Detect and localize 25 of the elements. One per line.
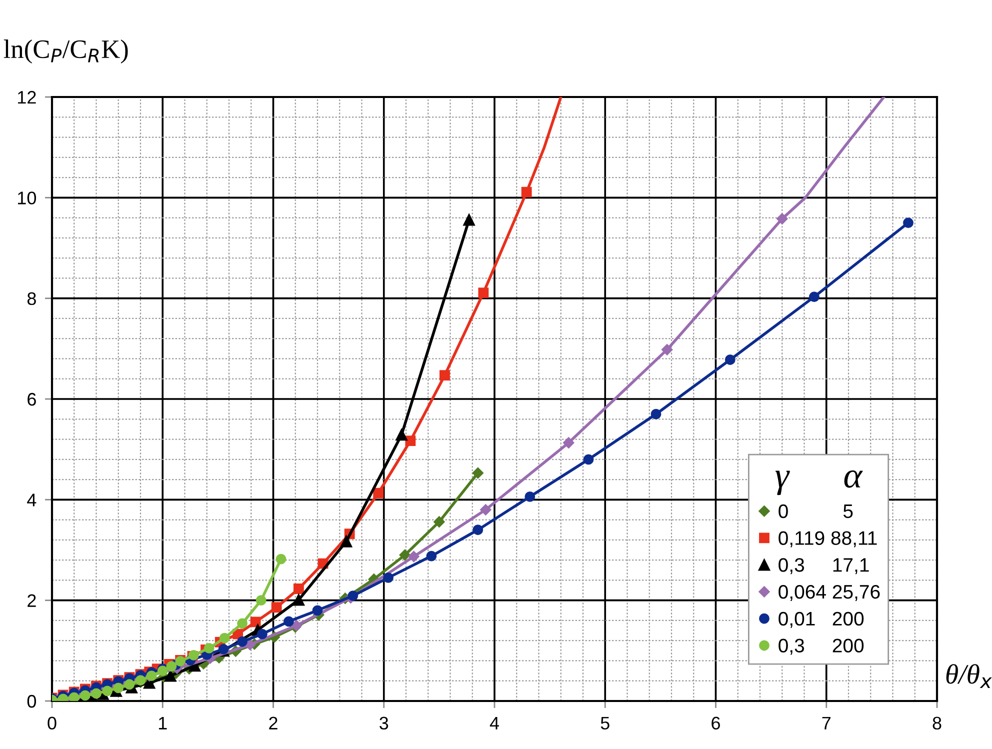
x-tick-label: 8 [932,716,942,730]
y-tick-label: 6 [28,392,36,406]
y-tick-label: 8 [27,292,36,306]
legend-label: 0,064 25,76 [778,584,880,602]
x-tick-label: 5 [600,716,610,730]
y-tick-label: 2 [28,594,36,607]
x-tick-label: 6 [712,716,720,730]
x-tick-label: 0 [48,716,56,730]
legend-label: 0,3 17,1 [778,558,869,574]
legend-title: γ α [775,470,863,496]
legend-label: 0,01 200 [778,612,864,628]
x-tick-label: 4 [490,716,499,730]
x-tick-label: 1 [158,716,167,730]
legend-label: 0 5 [778,504,853,518]
y-tick-label: 0 [27,694,36,708]
x-tick-label: 7 [822,716,830,730]
legend-label: 0,119 88,11 [778,531,877,548]
y-tick-label: 10 [18,192,36,204]
y-tick-label: 12 [18,90,36,104]
y-axis-title: ln(C$_{P}$/C$_{R}$K) [4,40,128,64]
x-tick-label: 3 [380,716,388,730]
y-tick-label: 4 [27,494,36,506]
legend-label: 0,3 200 [778,638,864,655]
x-tick-label: 2 [269,716,278,730]
x-axis-title: θ/θ$_{x}$ [946,664,992,688]
